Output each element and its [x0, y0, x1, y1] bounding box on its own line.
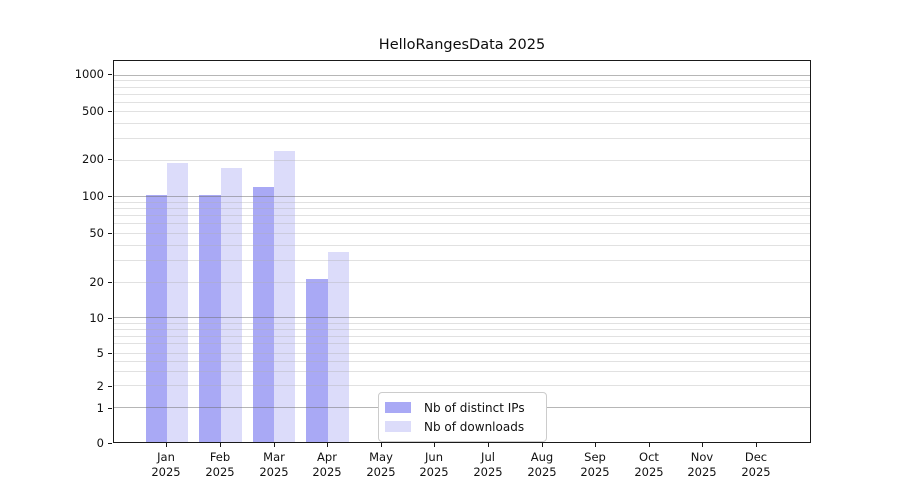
gridline-minor: [114, 335, 810, 337]
x-tick-label-mar: Mar 2025: [259, 450, 289, 479]
gridline-2: [114, 385, 810, 387]
x-tick-label-aug: Aug 2025: [527, 450, 557, 479]
y-tick-label: 50: [89, 226, 104, 240]
bar-mar-downloads: [274, 151, 296, 442]
y-tick-label: 200: [82, 152, 104, 166]
x-tick-label-feb: Feb 2025: [205, 450, 235, 479]
gridline-minor: [114, 343, 810, 345]
legend-label: Nb of distinct IPs: [424, 400, 525, 415]
y-tick-mark: [108, 408, 112, 409]
legend-item: Nb of distinct IPs: [385, 398, 538, 417]
x-tick-mark: [702, 443, 703, 447]
x-tick-mark: [166, 443, 167, 447]
x-tick-label-oct: Oct 2025: [634, 450, 664, 479]
gridline-minor: [114, 80, 810, 82]
x-tick-label-jan: Jan 2025: [151, 450, 181, 479]
y-tick-mark: [108, 111, 112, 112]
gridline-minor: [114, 360, 810, 362]
gridline-minor: [114, 101, 810, 103]
bar-apr-downloads: [327, 251, 349, 442]
gridline-1000: [114, 74, 810, 76]
x-tick-label-dec: Dec 2025: [741, 450, 771, 479]
gridline-minor: [114, 93, 810, 95]
gridline-20: [114, 281, 810, 283]
x-tick-mark: [595, 443, 596, 447]
x-tick-mark: [381, 443, 382, 447]
bars-layer: [114, 61, 810, 442]
gridline-50: [114, 232, 810, 234]
y-tick-mark: [108, 74, 112, 75]
gridline-minor: [114, 86, 810, 88]
legend: Nb of distinct IPs Nb of downloads: [378, 392, 547, 442]
y-tick-mark: [108, 282, 112, 283]
bar-feb-downloads: [220, 168, 242, 442]
legend-label: Nb of downloads: [424, 419, 525, 434]
y-tick-label: 1: [96, 401, 104, 415]
y-tick-mark: [108, 196, 112, 197]
y-tick-label: 1000: [74, 67, 104, 81]
y-tick-mark: [108, 386, 112, 387]
gridline-minor: [114, 208, 810, 210]
gridline-minor: [114, 370, 810, 372]
gridline-5: [114, 352, 810, 354]
x-tick-label-may: May 2025: [366, 450, 396, 479]
y-tick-mark: [108, 233, 112, 234]
x-tick-label-jul: Jul 2025: [473, 450, 503, 479]
x-tick-mark: [434, 443, 435, 447]
y-tick-mark: [108, 353, 112, 354]
x-tick-mark: [488, 443, 489, 447]
bar-feb-ips: [199, 194, 221, 442]
gridline-100: [114, 196, 810, 198]
legend-swatch-icon: [385, 421, 411, 432]
gridline-minor: [114, 322, 810, 324]
legend-swatch-icon: [385, 402, 411, 413]
bar-jan-ips: [145, 194, 168, 442]
x-tick-label-jun: Jun 2025: [419, 450, 449, 479]
bar-jan-downloads: [167, 162, 189, 442]
bar-apr-ips: [306, 278, 328, 442]
y-tick-label: 500: [82, 104, 104, 118]
gridline-minor: [114, 259, 810, 261]
y-tick-mark: [108, 318, 112, 319]
plot-area: [113, 60, 811, 443]
gridline-minor: [114, 215, 810, 217]
grid-layer: [114, 61, 810, 442]
gridline-minor: [114, 328, 810, 330]
x-tick-mark: [327, 443, 328, 447]
gridline-minor: [114, 244, 810, 246]
x-tick-mark: [756, 443, 757, 447]
y-tick-label: 20: [89, 275, 104, 289]
y-tick-label: 100: [82, 189, 104, 203]
gridline-200: [114, 159, 810, 161]
gridline-minor: [114, 138, 810, 140]
y-tick-label: 10: [89, 311, 104, 325]
y-tick-label: 0: [96, 436, 104, 450]
y-tick-mark: [108, 159, 112, 160]
chart-title: HelloRangesData 2025: [378, 37, 546, 53]
y-tick-mark: [108, 443, 112, 444]
gridline-minor: [114, 223, 810, 225]
gridline-10: [114, 317, 810, 319]
x-tick-label-apr: Apr 2025: [312, 450, 342, 479]
x-tick-mark: [542, 443, 543, 447]
x-tick-label-sep: Sep 2025: [580, 450, 610, 479]
x-tick-mark: [220, 443, 221, 447]
gridline-500: [114, 111, 810, 113]
gridline-minor: [114, 201, 810, 203]
legend-item: Nb of downloads: [385, 417, 538, 436]
x-tick-label-nov: Nov 2025: [687, 450, 717, 479]
bar-mar-ips: [252, 186, 275, 442]
y-tick-label: 2: [96, 379, 104, 393]
gridline-minor: [114, 123, 810, 125]
y-tick-label: 5: [96, 346, 104, 360]
x-tick-mark: [649, 443, 650, 447]
x-tick-mark: [274, 443, 275, 447]
